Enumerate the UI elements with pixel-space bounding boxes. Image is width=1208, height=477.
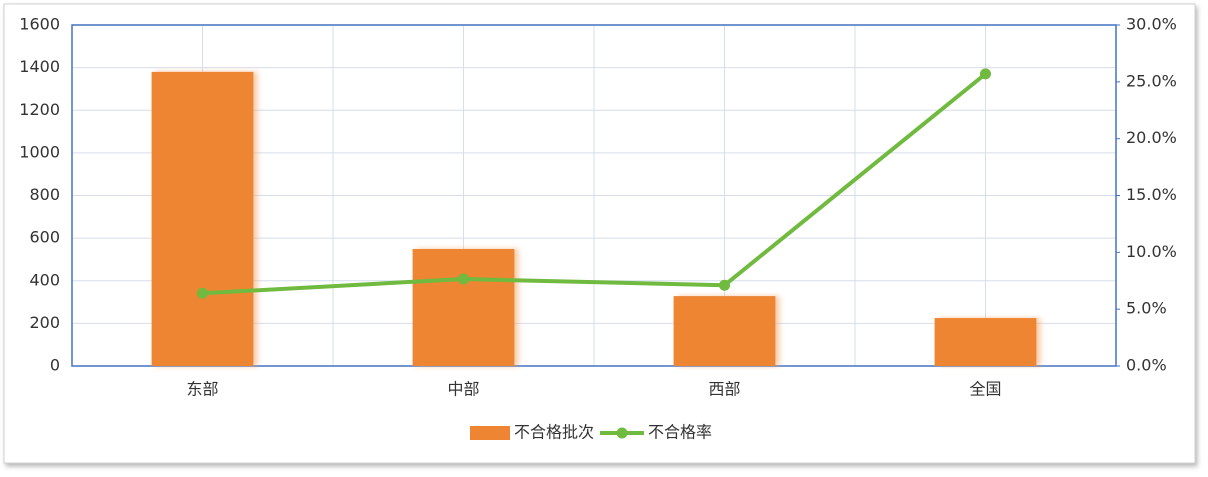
y-tick-label: 800 bbox=[29, 185, 60, 204]
bar bbox=[673, 296, 776, 366]
x-tick-label: 东部 bbox=[186, 380, 218, 399]
y2-tick-label: 25.0% bbox=[1126, 71, 1177, 90]
line-point bbox=[458, 273, 469, 285]
y-tick-label: 1000 bbox=[19, 142, 60, 161]
y2-tick-label: 5.0% bbox=[1126, 299, 1167, 318]
x-tick-label: 中部 bbox=[447, 380, 479, 399]
y2-tick-label: 20.0% bbox=[1126, 128, 1177, 147]
y2-tick-label: 15.0% bbox=[1126, 185, 1177, 204]
bar bbox=[151, 71, 254, 366]
legend-swatch-marker bbox=[616, 427, 628, 439]
y-tick-label: 600 bbox=[29, 228, 60, 247]
y-tick-label: 0 bbox=[50, 356, 60, 375]
y-tick-label: 1200 bbox=[19, 100, 60, 119]
line bbox=[202, 72, 987, 296]
legend-label: 不合格批次 bbox=[514, 423, 594, 442]
y2-tick-label: 30.0% bbox=[1126, 15, 1177, 34]
bar bbox=[412, 248, 515, 366]
x-tick-label: 全国 bbox=[969, 380, 1001, 399]
y-tick-label: 400 bbox=[29, 270, 60, 289]
y-tick-label: 1400 bbox=[19, 57, 60, 76]
legend-label: 不合格率 bbox=[648, 423, 712, 442]
y2-tick-label: 0.0% bbox=[1126, 356, 1167, 375]
y-tick-label: 1600 bbox=[19, 15, 60, 34]
x-tick-label: 西部 bbox=[708, 380, 740, 399]
y2-tick-label: 10.0% bbox=[1126, 242, 1177, 261]
plot-border bbox=[71, 24, 1117, 367]
line-point bbox=[719, 279, 730, 291]
y-tick-label: 200 bbox=[29, 313, 60, 332]
bar bbox=[934, 318, 1037, 366]
line-point bbox=[980, 68, 991, 80]
line-point bbox=[197, 287, 208, 299]
legend-swatch bbox=[470, 426, 510, 440]
